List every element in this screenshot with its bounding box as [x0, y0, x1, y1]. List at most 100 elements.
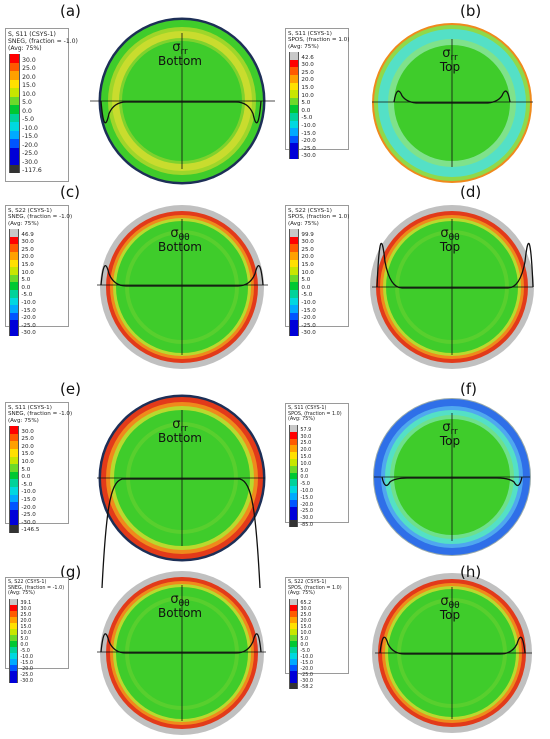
legend-value: 0.0 — [22, 107, 32, 115]
legend-value: 10.0 — [21, 269, 34, 276]
panel-label-h: (h) — [460, 563, 482, 581]
legend-value: -20.0 — [20, 666, 33, 673]
legend-color-swatch — [9, 479, 20, 488]
panel-label-a: (a) — [60, 2, 81, 20]
legend-value: -25.0 — [20, 672, 33, 679]
legend-color-swatch — [289, 431, 299, 439]
legend-value: 20.0 — [22, 73, 36, 81]
legend-value: 5.0 — [300, 467, 309, 474]
legend-color-swatch — [289, 472, 299, 480]
legend-color-swatch — [289, 75, 300, 83]
legend-color-swatch — [9, 156, 21, 165]
legend-color-swatch — [9, 236, 20, 245]
legend-value: -15.0 — [300, 660, 313, 667]
legend-header-line: (Avg: 75%) — [288, 43, 319, 50]
legend-color-swatch — [289, 135, 300, 144]
legend-header-line: SNEG, (fraction = -1.0) — [8, 214, 73, 221]
legend-color-swatch — [289, 652, 299, 659]
legend-header-line: SPOS, (fraction = 1.0) — [288, 37, 350, 44]
legend-value: 25.0 — [21, 436, 34, 443]
legend-value: 65.2 — [300, 600, 312, 607]
legend-color-swatch — [289, 479, 299, 487]
legend-header-line: SPOS, (fraction = 1.0) — [288, 410, 342, 417]
legend-color-swatch — [9, 274, 20, 283]
legend-color-swatch — [9, 494, 20, 503]
legend-color-swatch — [289, 658, 299, 665]
legend-value: 30.0 — [22, 56, 36, 64]
panel-label-f: (f) — [460, 380, 477, 398]
stress-profile-curve — [376, 242, 534, 289]
legend-color-swatch — [289, 290, 300, 298]
legend-value: -5.0 — [300, 648, 310, 655]
legend-value: -15.0 — [21, 496, 36, 503]
legend-color-swatch — [9, 610, 19, 617]
legend-color-swatch — [9, 88, 21, 97]
legend-value: -15.0 — [21, 307, 36, 314]
legend-b: S, S11 (CSYS-1) SPOS, (fraction = 1.0) (Av… — [285, 28, 350, 159]
legend-value: -10.0 — [20, 654, 33, 661]
legend-value: 10.0 — [301, 92, 314, 99]
legend-value: -30.0 — [20, 678, 33, 685]
legend-color-swatch — [9, 502, 20, 510]
legend-color-swatch — [9, 433, 20, 442]
legend-color-swatch — [289, 229, 300, 237]
legend-color-swatch — [289, 628, 299, 635]
legend-header-line: (Avg: 75%) — [8, 220, 39, 227]
legend-header-line: S, S11 (CSYS-1) — [8, 31, 56, 38]
legend-header-line: S, S22 (CSYS-1) — [8, 579, 47, 585]
legend-color-swatch — [9, 62, 21, 71]
legend-header-line: SNEG, (fraction = -1.0) — [8, 584, 65, 591]
legend-c: S, S22 (CSYS-1) SNEG, (fraction = -1.0) (A… — [5, 205, 73, 336]
legend-color-swatch — [289, 598, 299, 605]
legend-color-swatch — [9, 652, 19, 659]
legend-value: 10.0 — [300, 460, 312, 467]
legend-value: -30.0 — [21, 330, 36, 337]
legend-color-swatch — [9, 676, 19, 683]
legend-value: 0.0 — [20, 642, 29, 649]
legend-color-swatch — [9, 147, 21, 156]
legend-color-swatch — [9, 604, 19, 611]
legend-color-swatch — [9, 130, 21, 139]
legend-color-swatch — [289, 252, 300, 260]
legend-value: 42.6 — [301, 54, 314, 61]
legend-color-swatch — [9, 598, 19, 605]
legend-value: 5.0 — [21, 277, 31, 284]
legend-value: -30.0 — [21, 519, 36, 526]
surface-label: Top — [439, 608, 460, 622]
legend-color-swatch — [9, 139, 21, 148]
legend-value: 5.0 — [20, 636, 29, 643]
stress-profile-curve — [100, 633, 262, 654]
legend-value: -20.0 — [21, 315, 36, 322]
legend-value: -10.0 — [300, 654, 313, 661]
surface-label: Bottom — [158, 431, 202, 445]
legend-color-swatch — [9, 290, 20, 298]
panel-label-b: (b) — [460, 2, 482, 20]
legend-g: S, S22 (CSYS-1) SNEG, (fraction = -1.0) (A… — [5, 577, 69, 684]
stress-subscript: θθ — [179, 599, 191, 609]
legend-color-swatch — [9, 622, 19, 629]
legend-color-swatch — [289, 320, 300, 329]
legend-color-swatch — [9, 297, 20, 306]
legend-value: 25.0 — [22, 65, 36, 73]
legend-color-swatch — [289, 113, 300, 121]
legend-value: 25.0 — [20, 612, 32, 619]
legend-color-swatch — [9, 259, 20, 268]
legend-value: 15.0 — [21, 261, 34, 268]
legend-color-swatch — [9, 244, 20, 253]
stress-subscript: rr — [181, 424, 189, 434]
legend-value: 5.0 — [301, 100, 311, 107]
legend-color-swatch — [289, 267, 300, 275]
legend-value: 30.0 — [21, 428, 34, 435]
legend-value: 99.9 — [301, 231, 314, 238]
legend-value: -20.0 — [300, 666, 313, 673]
legend-color-swatch — [9, 646, 19, 653]
legend-header-line: S, S22 (CSYS-1) — [288, 579, 327, 585]
legend-color-swatch — [289, 604, 299, 611]
legend-color-swatch — [9, 517, 20, 526]
stress-profile-curve — [393, 90, 511, 104]
legend-value: -25.0 — [300, 508, 313, 515]
legend-color-swatch — [9, 658, 19, 665]
legend-value: 39.1 — [20, 600, 32, 607]
